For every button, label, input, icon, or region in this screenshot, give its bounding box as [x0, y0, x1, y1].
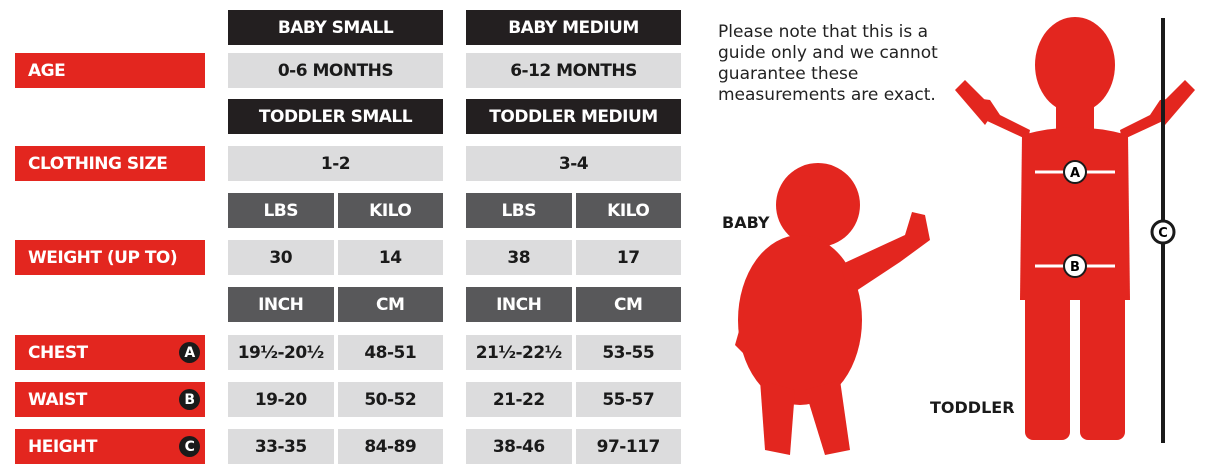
row-label: CLOTHING SIZE — [15, 146, 205, 181]
data-cell: 0-6 MONTHS — [228, 53, 443, 88]
note-line: measurements are exact. — [718, 85, 936, 105]
toddler-silhouette — [955, 17, 1195, 440]
header-cell: INCH — [228, 287, 334, 322]
row-label: WAIST B — [15, 382, 205, 417]
row-label: AGE — [15, 53, 205, 88]
data-cell: 14 — [337, 240, 443, 275]
baby-silhouette — [735, 163, 930, 455]
row-marker: A — [179, 342, 200, 363]
note-line: guarantee these — [718, 64, 859, 84]
data-cell: 19-20 — [228, 382, 334, 417]
header-cell: LBS — [228, 193, 334, 228]
data-cell: 38-46 — [466, 429, 572, 464]
header-cell: BABY MEDIUM — [466, 10, 681, 45]
row-label-text: HEIGHT — [28, 436, 97, 457]
data-cell: 50-52 — [337, 382, 443, 417]
marker: C — [1158, 226, 1168, 241]
header-cell: INCH — [466, 287, 572, 322]
header-cell: TODDLER MEDIUM — [466, 99, 681, 134]
row-marker: B — [179, 389, 200, 410]
data-cell: 33-35 — [228, 429, 334, 464]
row-label-text: CLOTHING SIZE — [28, 153, 168, 174]
data-cell: 21-22 — [466, 382, 572, 417]
note-line: guide only and we cannot — [718, 43, 938, 63]
row-label-text: CHEST — [28, 342, 88, 363]
header-cell: CM — [337, 287, 443, 322]
header-cell: KILO — [575, 193, 681, 228]
data-cell: 30 — [228, 240, 334, 275]
row-label: HEIGHT C — [15, 429, 205, 464]
header-cell: KILO — [337, 193, 443, 228]
row-label-text: WEIGHT (UP TO) — [28, 247, 178, 268]
data-cell: 84-89 — [337, 429, 443, 464]
header-cell: BABY SMALL — [228, 10, 443, 45]
marker-circle — [1063, 160, 1087, 184]
data-cell: 53-55 — [575, 335, 681, 370]
row-marker: C — [179, 436, 200, 457]
toddler-label: TODDLER — [930, 398, 1015, 417]
data-cell: 6-12 MONTHS — [466, 53, 681, 88]
data-cell: 17 — [575, 240, 681, 275]
data-cell: 97-117 — [575, 429, 681, 464]
note-line: Please note that this is a — [718, 22, 929, 42]
row-label: CHEST A — [15, 335, 205, 370]
marker: B — [1070, 260, 1080, 275]
row-label-text: AGE — [28, 60, 66, 81]
data-cell: 38 — [466, 240, 572, 275]
data-cell: 55-57 — [575, 382, 681, 417]
marker-circle — [1150, 219, 1176, 245]
data-cell: 3-4 — [466, 146, 681, 181]
header-cell: TODDLER SMALL — [228, 99, 443, 134]
note: Please note that this is a guide only an… — [718, 22, 938, 106]
header-cell: CM — [575, 287, 681, 322]
data-cell: 19½-20½ — [228, 335, 334, 370]
data-cell: 1-2 — [228, 146, 443, 181]
marker-circle — [1063, 254, 1087, 278]
marker: A — [1070, 166, 1080, 181]
row-label-text: WAIST — [28, 389, 87, 410]
data-cell: 48-51 — [337, 335, 443, 370]
row-label: WEIGHT (UP TO) — [15, 240, 205, 275]
baby-label: BABY — [722, 213, 770, 232]
data-cell: 21½-22½ — [466, 335, 572, 370]
header-cell: LBS — [466, 193, 572, 228]
